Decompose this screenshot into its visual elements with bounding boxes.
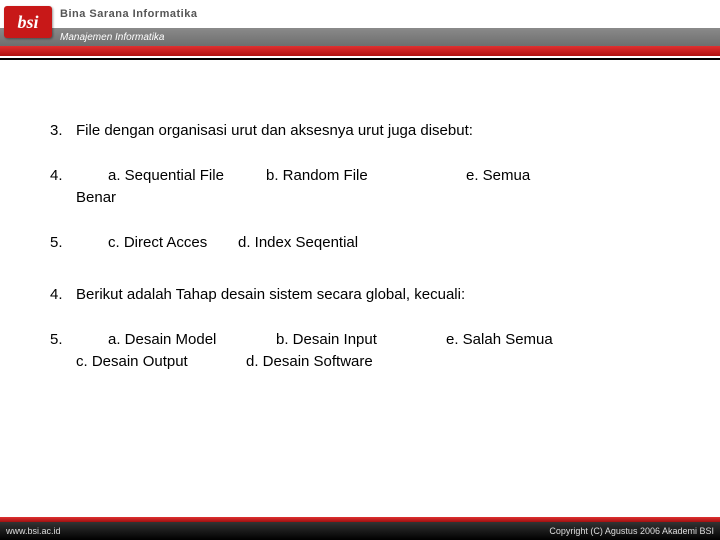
content: 3. File dengan organisasi urut dan akses… xyxy=(0,60,720,374)
q3-option-d: d. Index Seqential xyxy=(238,232,670,255)
q4-text: Berikut adalah Tahap desain sistem secar… xyxy=(76,284,670,307)
q4-option-e: e. Salah Semua xyxy=(446,329,670,352)
q4-option-b: b. Desain Input xyxy=(276,329,446,352)
q4-option-d: d. Desain Software xyxy=(246,351,373,374)
question-4: 4. Berikut adalah Tahap desain sistem se… xyxy=(50,284,670,307)
header-org: Bina Sarana Informatika xyxy=(0,0,720,28)
q4-opt-num: 5. xyxy=(50,329,76,374)
logo-text: bsi xyxy=(4,6,52,38)
q3-options-row1: 4. a. Sequential File b. Random File e. … xyxy=(50,165,670,210)
q3-number: 3. xyxy=(50,120,76,143)
q4-options: 5. a. Desain Model b. Desain Input e. Sa… xyxy=(50,329,670,374)
question-3: 3. File dengan organisasi urut dan akses… xyxy=(50,120,670,143)
q3-option-e: e. Semua xyxy=(466,165,670,188)
q4-option-a: a. Desain Model xyxy=(76,329,276,352)
q3-option-e-wrap: Benar xyxy=(76,187,670,210)
q3-option-b: b. Random File xyxy=(266,165,466,188)
footer: www.bsi.ac.id Copyright (C) Agustus 2006… xyxy=(0,522,720,540)
header-red-bar xyxy=(0,46,720,56)
q4-number: 4. xyxy=(50,284,76,307)
q4-option-c: c. Desain Output xyxy=(76,351,246,374)
q3-opt2-num: 5. xyxy=(50,232,76,255)
logo: bsi xyxy=(4,6,54,50)
footer-url: www.bsi.ac.id xyxy=(6,526,61,536)
footer-copyright: Copyright (C) Agustus 2006 Akademi BSI xyxy=(549,526,714,536)
header: Bina Sarana Informatika Manajemen Inform… xyxy=(0,0,720,60)
q3-option-c: c. Direct Acces xyxy=(108,232,238,255)
header-dept: Manajemen Informatika xyxy=(0,28,720,46)
q3-text: File dengan organisasi urut dan aksesnya… xyxy=(76,120,670,143)
q3-option-a: a. Sequential File xyxy=(76,165,266,188)
q3-opt1-num: 4. xyxy=(50,165,76,210)
q3-options-row2: 5. c. Direct Acces d. Index Seqential xyxy=(50,232,670,255)
